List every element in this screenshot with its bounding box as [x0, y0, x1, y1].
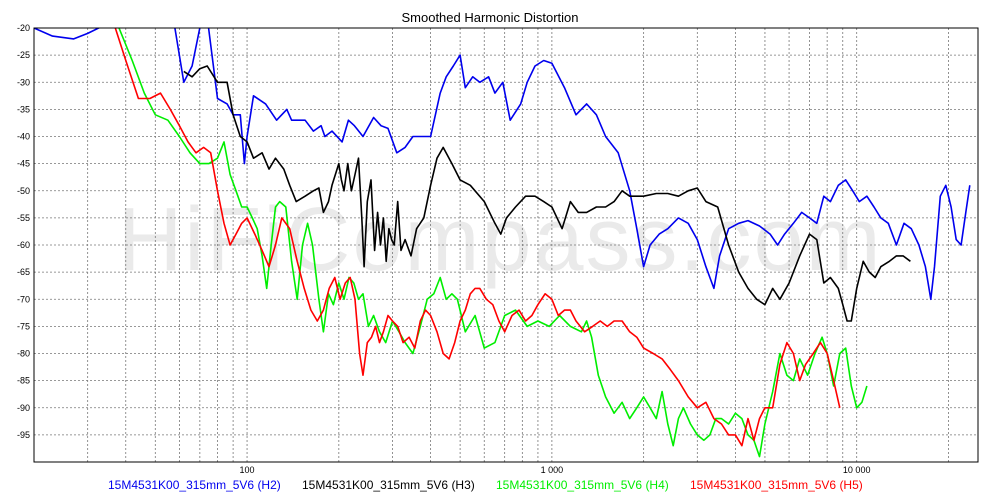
series-line-h2: [34, 28, 971, 301]
legend-item-h2: 15M4531K00_315mm_5V6 (H2): [108, 478, 281, 492]
x-tick-label: 1 000: [541, 465, 564, 475]
y-tick-label: -55: [17, 213, 30, 223]
y-tick-label: -40: [17, 132, 30, 142]
grid: [33, 27, 978, 462]
data-series: [34, 28, 971, 458]
y-tick-label: -50: [17, 186, 30, 196]
x-tick-label: 10 000: [843, 465, 871, 475]
chart-title: Smoothed Harmonic Distortion: [401, 10, 578, 25]
y-axis-ticks: -20 -25 -30 -35 -40 -45 -50 -55 -60 -65 -70 -75 -80 -…: [17, 23, 30, 440]
y-tick-label: -70: [17, 294, 30, 304]
series-line-h5: [114, 28, 841, 447]
legend-item-h4: 15M4531K00_315mm_5V6 (H4): [496, 478, 669, 492]
series-line-h3: [183, 65, 911, 322]
y-tick-label: -95: [17, 430, 30, 440]
y-tick-label: -80: [17, 349, 30, 359]
y-tick-label: -60: [17, 240, 30, 250]
y-tick-label: -20: [17, 23, 30, 33]
y-tick-label: -90: [17, 403, 30, 413]
y-tick-label: -85: [17, 376, 30, 386]
y-tick-label: -35: [17, 104, 30, 114]
plot-frame: [33, 27, 979, 463]
y-tick-label: -65: [17, 267, 30, 277]
y-tick-label: -25: [17, 50, 30, 60]
legend-item-h3: 15M4531K00_315mm_5V6 (H3): [302, 478, 475, 492]
legend-item-h5: 15M4531K00_315mm_5V6 (H5): [690, 478, 863, 492]
y-tick-label: -75: [17, 321, 30, 331]
x-tick-label: 100: [240, 465, 255, 475]
y-tick-label: -45: [17, 159, 30, 169]
y-tick-label: -30: [17, 77, 30, 87]
legend: 15M4531K00_315mm_5V6 (H2) 15M4531K00_315m…: [108, 478, 863, 492]
x-axis-ticks: 100 1 000 10 000: [240, 465, 871, 475]
